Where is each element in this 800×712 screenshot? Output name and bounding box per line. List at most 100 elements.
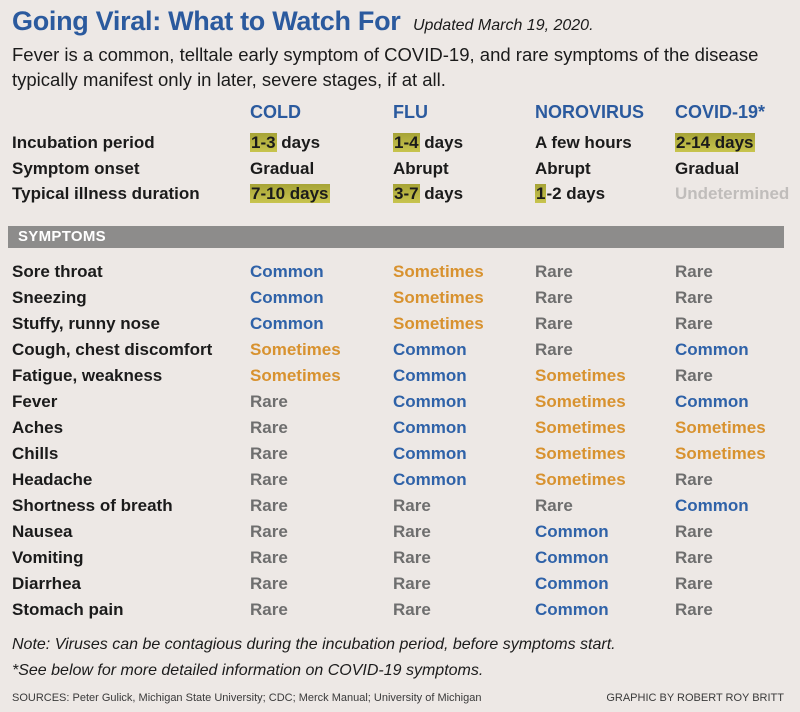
highlight-mark: 2-14 days (675, 133, 755, 152)
symptom-label: Fever (12, 392, 58, 411)
symptom-cell-flu: Common (393, 470, 467, 489)
symptom-cell-covid19: Rare (675, 600, 713, 619)
symptom-cell-cold: Common (250, 262, 324, 281)
symptom-row: Nausea Rare Rare Common Rare (12, 522, 792, 548)
row-label: Typical illness duration (12, 184, 200, 203)
symptom-cell-cold: Rare (250, 574, 288, 593)
cell-text: A few hours (535, 133, 632, 152)
highlight-mark: 1-4 (393, 133, 420, 152)
symptom-cell-flu: Common (393, 366, 467, 385)
symptom-cell-flu: Common (393, 444, 467, 463)
symptom-label: Fatigue, weakness (12, 366, 163, 385)
symptom-cell-covid19: Rare (675, 470, 713, 489)
header: Going Viral: What to Watch For Updated M… (12, 6, 594, 37)
summary-cell-covid19: 2-14 days (675, 133, 755, 153)
symptom-cell-covid19: Rare (675, 262, 713, 281)
symptom-label: Nausea (12, 522, 73, 541)
row-label: Symptom onset (12, 159, 140, 178)
symptom-cell-flu: Common (393, 392, 467, 411)
symptom-cell-cold: Rare (250, 418, 288, 437)
symptom-label: Stomach pain (12, 600, 124, 619)
symptom-cell-cold: Rare (250, 600, 288, 619)
symptom-cell-norovirus: Rare (535, 340, 573, 359)
symptom-label: Vomiting (12, 548, 84, 567)
symptom-row: Aches Rare Common Sometimes Sometimes (12, 418, 792, 444)
symptom-cell-flu: Rare (393, 600, 431, 619)
sources-line: SOURCES: Peter Gulick, Michigan State Un… (12, 692, 482, 704)
symptom-row: Cough, chest discomfort Sometimes Common Ra… (12, 340, 792, 366)
symptom-cell-covid19: Sometimes (675, 444, 766, 463)
summary-cell-cold: 7-10 days (250, 184, 330, 204)
symptom-cell-flu: Rare (393, 548, 431, 567)
symptom-cell-covid19: Common (675, 496, 749, 515)
symptom-row: Shortness of breath Rare Rare Rare Common (12, 496, 792, 522)
symptom-cell-norovirus: Rare (535, 288, 573, 307)
summary-row: Symptom onset Gradual Abrupt Abrupt Gradual (12, 159, 792, 185)
symptom-cell-flu: Common (393, 340, 467, 359)
symptom-cell-cold: Rare (250, 496, 288, 515)
symptom-cell-norovirus: Common (535, 600, 609, 619)
symptom-cell-cold: Rare (250, 444, 288, 463)
symptom-cell-norovirus: Common (535, 522, 609, 541)
graphic-credit: GRAPHIC BY ROBERT ROY BRITT (606, 692, 784, 704)
highlight-mark: 1 (535, 184, 547, 203)
symptom-cell-covid19: Rare (675, 288, 713, 307)
summary-cell-cold: 1-3 days (250, 133, 320, 153)
symptom-cell-covid19: Common (675, 392, 749, 411)
symptom-cell-cold: Rare (250, 548, 288, 567)
symptom-cell-flu: Sometimes (393, 262, 484, 281)
summary-cell-flu: 3-7 days (393, 184, 463, 204)
updated-date: Updated March 19, 2020. (412, 17, 594, 34)
symptom-label: Cough, chest discomfort (12, 340, 213, 359)
symptom-cell-norovirus: Rare (535, 314, 573, 333)
page-title: Going Viral: What to Watch For (12, 6, 401, 36)
cell-text: Abrupt (393, 159, 449, 178)
cell-text: Undetermined (675, 184, 790, 203)
summary-cell-covid19: Gradual (675, 159, 739, 179)
symptoms-section-band: SYMPTOMS (8, 226, 784, 248)
symptom-cell-covid19: Sometimes (675, 418, 766, 437)
summary-cell-covid19: Undetermined (675, 184, 789, 204)
symptom-row: Sore throat Common Sometimes Rare Rare (12, 262, 792, 288)
symptom-cell-covid19: Rare (675, 522, 713, 541)
symptom-cell-cold: Common (250, 314, 324, 333)
symptom-cell-norovirus: Common (535, 574, 609, 593)
symptom-label: Shortness of breath (12, 496, 173, 515)
cell-text: days (276, 133, 321, 152)
symptoms-header: SYMPTOMS (18, 228, 106, 245)
symptom-label: Stuffy, runny nose (12, 314, 160, 333)
symptom-cell-norovirus: Sometimes (535, 470, 626, 489)
symptom-cell-norovirus: Sometimes (535, 392, 626, 411)
symptom-cell-norovirus: Sometimes (535, 366, 626, 385)
row-label: Incubation period (12, 133, 155, 152)
symptom-cell-cold: Common (250, 288, 324, 307)
symptom-cell-norovirus: Sometimes (535, 418, 626, 437)
symptom-row: Diarrhea Rare Rare Common Rare (12, 574, 792, 600)
symptom-cell-norovirus: Sometimes (535, 444, 626, 463)
symptom-label: Chills (12, 444, 59, 463)
column-header-cold: COLD (250, 102, 301, 122)
symptom-cell-norovirus: Common (535, 548, 609, 567)
symptom-row: Stomach pain Rare Rare Common Rare (12, 600, 792, 626)
symptom-row: Sneezing Common Sometimes Rare Rare (12, 288, 792, 314)
symptom-cell-flu: Sometimes (393, 314, 484, 333)
symptom-cell-cold: Rare (250, 522, 288, 541)
symptom-cell-norovirus: Rare (535, 262, 573, 281)
highlight-mark: 3-7 (393, 184, 420, 203)
symptom-cell-flu: Common (393, 418, 467, 437)
cell-text: Gradual (675, 159, 740, 178)
symptom-cell-flu: Rare (393, 574, 431, 593)
cell-text: Abrupt (535, 159, 591, 178)
symptom-row: Fever Rare Common Sometimes Common (12, 392, 792, 418)
symptom-row: Chills Rare Common Sometimes Sometimes (12, 444, 792, 470)
summary-cell-flu: Abrupt (393, 159, 449, 179)
summary-cell-norovirus: Abrupt (535, 159, 591, 179)
symptom-cell-norovirus: Rare (535, 496, 573, 515)
highlight-mark: 1-3 (250, 133, 277, 152)
symptom-cell-cold: Sometimes (250, 340, 341, 359)
symptom-row: Stuffy, runny nose Common Sometimes Rare Rar… (12, 314, 792, 340)
symptom-label: Sneezing (12, 288, 87, 307)
symptom-row: Headache Rare Common Sometimes Rare (12, 470, 792, 496)
summary-cell-cold: Gradual (250, 159, 314, 179)
symptom-cell-flu: Rare (393, 522, 431, 541)
